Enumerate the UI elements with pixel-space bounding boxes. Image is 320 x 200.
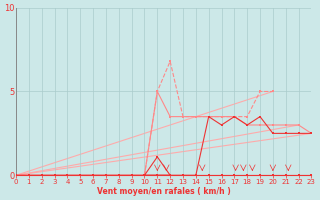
X-axis label: Vent moyen/en rafales ( km/h ): Vent moyen/en rafales ( km/h ) (97, 187, 231, 196)
